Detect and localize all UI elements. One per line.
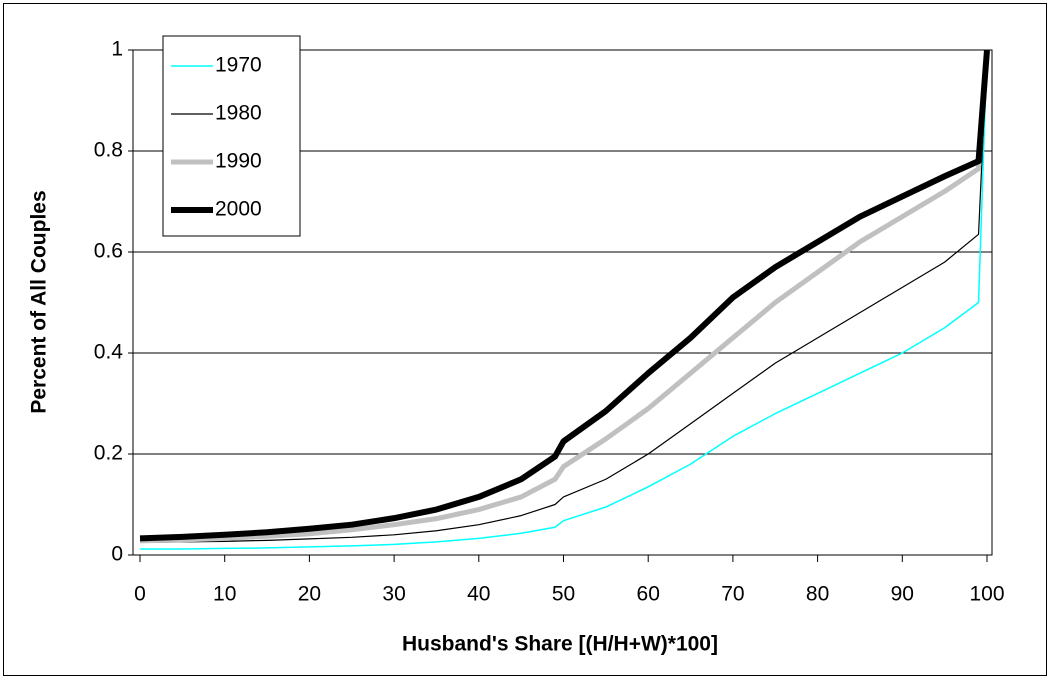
x-tick-label: 50 xyxy=(552,583,575,606)
legend-label: 1990 xyxy=(215,150,262,173)
x-tick-label: 0 xyxy=(134,583,146,606)
y-tick-label: 0.6 xyxy=(94,240,123,263)
series-line xyxy=(139,49,988,543)
legend-label: 2000 xyxy=(215,198,262,221)
x-tick-label: 100 xyxy=(969,583,1004,606)
y-tick-label: 0 xyxy=(111,543,123,566)
x-tick-label: 30 xyxy=(382,583,405,606)
y-tick-label: 0.2 xyxy=(94,442,123,465)
series-line xyxy=(139,49,990,544)
y-axis-title: Percent of All Couples xyxy=(28,190,51,413)
x-tick-label: 70 xyxy=(721,583,744,606)
series-line xyxy=(139,49,990,542)
x-axis-title: Husband's Share [(H/H+W)*100] xyxy=(402,633,718,656)
legend-box xyxy=(162,35,301,237)
y-tick-label: 0.4 xyxy=(94,341,124,364)
x-tick-label: 20 xyxy=(298,583,321,606)
legend-label: 1980 xyxy=(215,102,262,125)
x-tick-label: 60 xyxy=(637,583,660,606)
x-tick-label: 40 xyxy=(467,583,490,606)
x-tick-label: 80 xyxy=(806,583,829,606)
y-tick-label: 1 xyxy=(111,38,123,61)
y-tick-label: 0.8 xyxy=(94,139,123,162)
series-line xyxy=(140,49,988,550)
x-tick-label: 90 xyxy=(891,583,914,606)
x-tick-label: 10 xyxy=(213,583,236,606)
legend-label: 1970 xyxy=(215,54,262,77)
